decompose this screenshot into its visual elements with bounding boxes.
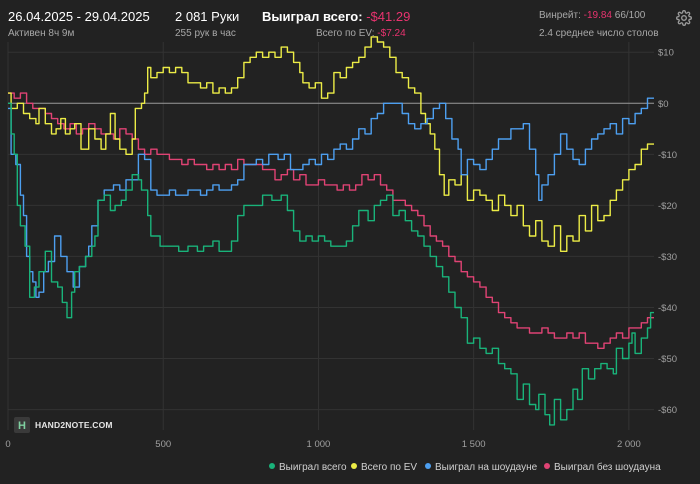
x-tick-label: 1 000 [307,439,331,450]
series-line-1 [8,36,654,252]
y-tick-label: -$10 [658,150,677,161]
y-tick-label: $0 [658,99,669,110]
won-total: Выиграл всего: -$41.29 [262,9,410,24]
winrate-label: Винрейт: [539,10,581,21]
legend-won-label: Выиграл всего [279,462,347,473]
ev-total-value: -$7.24 [377,28,406,39]
y-tick-label: -$50 [658,354,677,365]
avg-tables: 2.4 среднее число столов [539,28,659,39]
legend-no-showdown-swatch [544,463,550,469]
y-tick-label: -$20 [658,201,677,212]
hands-count: 2 081 Руки [175,9,240,24]
x-tick-label: 0 [5,439,10,450]
hand2note-logo-icon: H [14,417,30,433]
winrate-value: -19.84 [583,10,612,21]
x-tick-label: 1 500 [462,439,486,450]
x-axis-ticks: 0 500 1 000 1 500 2 000 [5,439,640,450]
legend-showdown-swatch [425,463,431,469]
legend-ev[interactable]: Всего по EV [351,462,417,473]
series-line-2 [8,97,654,298]
series-line-3 [8,92,654,349]
x-tick-label: 2 000 [617,439,641,450]
hand2note-logo: H HAND2NOTE.COM [14,417,113,433]
ev-total: Всего по EV: -$7.24 [316,28,406,39]
hands-per-hour: 255 рук в час [175,28,236,39]
legend-no-showdown[interactable]: Выиграл без шоудауна [544,462,661,473]
gear-icon[interactable] [676,10,692,26]
y-tick-label: $10 [658,48,674,59]
gridlines [7,42,654,430]
date-range: 26.04.2025 - 29.04.2025 [8,9,150,24]
x-tick-label: 500 [155,439,171,450]
legend-won[interactable]: Выиграл всего [269,462,347,473]
won-total-label: Выиграл всего: [262,9,363,24]
won-total-value: -$41.29 [366,9,411,24]
y-tick-label: -$40 [658,303,677,314]
ev-total-label: Всего по EV: [316,28,375,39]
legend-showdown[interactable]: Выиграл на шоудауне [425,462,537,473]
logo-text: HAND2NOTE.COM [35,420,113,430]
series-lines [8,36,654,426]
series-line-0 [8,102,654,426]
legend-ev-swatch [351,463,357,469]
y-axis-ticks: $10 $0 -$10 -$20 -$30 -$40 -$50 -$60 [658,48,677,416]
y-tick-label: -$60 [658,405,677,416]
y-tick-label: -$30 [658,252,677,263]
legend-ev-label: Всего по EV [361,462,418,473]
winrate: Винрейт: -19.84 66/100 [539,10,645,21]
logo-mark-text: H [18,420,26,432]
active-time: Активен 8ч 9м [8,28,75,39]
legend-no-showdown-label: Выиграл без шоудауна [554,462,661,473]
legend-showdown-label: Выиграл на шоудауне [435,462,538,473]
gear-icon-svg [676,10,692,26]
legend-won-swatch [269,463,275,469]
winrate-count: 66/100 [614,10,646,21]
